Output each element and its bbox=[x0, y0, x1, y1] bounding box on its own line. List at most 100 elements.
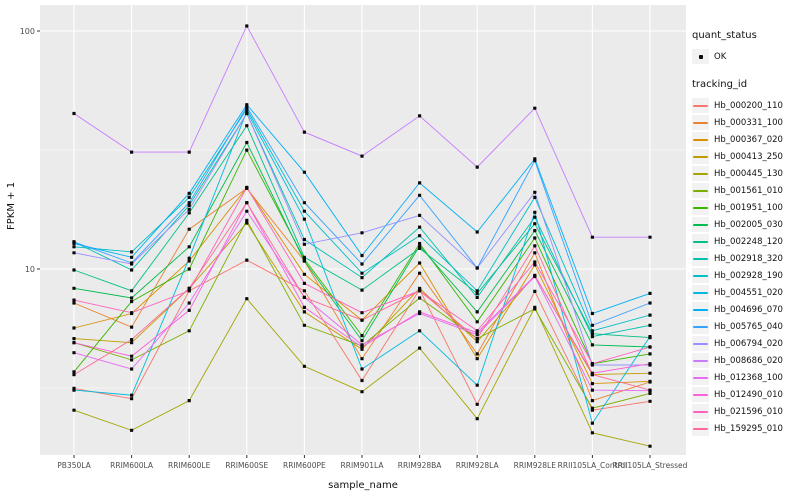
legend-entry-Hb_021596_010: Hb_021596_010 bbox=[692, 403, 798, 420]
data-point bbox=[590, 335, 594, 339]
data-point bbox=[475, 291, 479, 295]
data-point bbox=[648, 352, 652, 356]
legend-item-ok: OK bbox=[692, 48, 798, 65]
data-point bbox=[72, 240, 76, 244]
data-point bbox=[648, 301, 652, 305]
legend-entry-label: Hb_006794_020 bbox=[714, 338, 783, 349]
data-point bbox=[187, 191, 191, 195]
data-point bbox=[590, 399, 594, 403]
data-point bbox=[590, 406, 594, 410]
data-point bbox=[360, 339, 364, 343]
data-point bbox=[590, 329, 594, 333]
legend-entry-label: Hb_002005_030 bbox=[714, 219, 783, 230]
data-point bbox=[590, 332, 594, 336]
data-point bbox=[187, 211, 191, 215]
legend-entry-Hb_012490_010: Hb_012490_010 bbox=[692, 386, 798, 403]
data-point bbox=[245, 111, 249, 116]
data-point bbox=[130, 397, 134, 401]
legend-entry-label: Hb_002928_190 bbox=[714, 270, 783, 281]
data-point bbox=[130, 299, 134, 304]
data-point bbox=[72, 337, 76, 341]
data-point bbox=[245, 201, 249, 205]
legend-entry-label: Hb_159295_010 bbox=[714, 423, 783, 434]
data-point bbox=[187, 301, 191, 305]
data-point bbox=[590, 382, 594, 386]
data-point bbox=[533, 244, 537, 248]
data-point bbox=[418, 213, 422, 217]
data-point bbox=[475, 329, 479, 333]
legend-entry-label: Hb_000445_130 bbox=[714, 168, 783, 179]
data-point bbox=[590, 323, 594, 327]
x-tick-label: RRIM600LA bbox=[110, 461, 154, 470]
data-point bbox=[360, 311, 364, 315]
data-point bbox=[302, 295, 306, 299]
data-point bbox=[187, 150, 191, 154]
line-swatch-icon bbox=[693, 121, 708, 124]
legend-entry-Hb_000331_100: Hb_000331_100 bbox=[692, 114, 798, 131]
data-point bbox=[245, 221, 249, 225]
line-swatch-icon bbox=[693, 240, 708, 243]
data-point bbox=[187, 289, 191, 293]
legend-entry-label: Hb_004551_020 bbox=[714, 287, 783, 298]
data-point bbox=[130, 338, 134, 342]
legend-entry-label: Hb_002248_120 bbox=[714, 236, 783, 247]
data-point bbox=[360, 378, 364, 383]
data-point bbox=[360, 345, 364, 349]
data-point bbox=[418, 346, 422, 350]
data-point bbox=[130, 296, 134, 300]
data-point bbox=[187, 245, 191, 249]
data-point bbox=[245, 218, 249, 222]
data-point bbox=[418, 234, 422, 238]
data-point bbox=[648, 335, 652, 339]
data-point bbox=[418, 261, 422, 265]
data-point bbox=[302, 272, 306, 276]
line-swatch-icon bbox=[693, 138, 708, 141]
data-point bbox=[187, 267, 191, 271]
data-point bbox=[130, 268, 134, 272]
data-point bbox=[72, 251, 76, 255]
data-point bbox=[418, 296, 422, 300]
legend-entry-label: Hb_021596_010 bbox=[714, 406, 783, 417]
data-point bbox=[418, 193, 422, 197]
data-point bbox=[187, 259, 191, 263]
x-tick-label: RRIM928BA bbox=[398, 461, 443, 470]
legend-entry-label: Hb_008686_020 bbox=[714, 355, 783, 366]
data-point bbox=[245, 24, 249, 28]
data-point bbox=[360, 334, 364, 338]
data-point bbox=[533, 274, 537, 278]
data-point bbox=[72, 388, 76, 392]
data-point bbox=[418, 244, 422, 248]
data-point bbox=[187, 286, 191, 290]
legend-entry-label: Hb_004696_070 bbox=[714, 304, 783, 315]
data-point bbox=[475, 165, 479, 169]
legend-entry-label: Hb_012490_010 bbox=[714, 389, 783, 400]
legend-entry-Hb_001561_010: Hb_001561_010 bbox=[692, 182, 798, 199]
data-point bbox=[245, 209, 249, 213]
data-point bbox=[302, 237, 306, 242]
data-point bbox=[360, 253, 364, 258]
data-point bbox=[302, 201, 306, 205]
line-swatch-icon bbox=[693, 342, 708, 345]
legend-entry-Hb_006794_020: Hb_006794_020 bbox=[692, 335, 798, 352]
line-swatch-icon bbox=[693, 189, 708, 192]
data-point bbox=[130, 255, 134, 259]
data-point bbox=[475, 320, 479, 324]
data-point bbox=[130, 367, 134, 371]
data-point bbox=[302, 281, 306, 285]
y-axis-title: FPKM + 1 bbox=[6, 181, 17, 230]
data-point bbox=[418, 286, 422, 290]
legend-entry-Hb_002248_120: Hb_002248_120 bbox=[692, 233, 798, 250]
data-point bbox=[533, 215, 537, 219]
legend-entry-Hb_002005_030: Hb_002005_030 bbox=[692, 216, 798, 233]
data-point bbox=[590, 421, 594, 425]
data-point bbox=[590, 431, 594, 435]
point-marker-icon bbox=[698, 54, 703, 59]
data-point bbox=[72, 326, 76, 330]
data-point bbox=[245, 258, 249, 262]
data-point bbox=[590, 311, 594, 316]
data-point bbox=[302, 242, 306, 246]
data-point bbox=[130, 428, 134, 432]
x-tick-label: PB350LA bbox=[57, 461, 91, 470]
line-swatch-icon bbox=[693, 257, 708, 260]
data-point bbox=[245, 297, 249, 301]
